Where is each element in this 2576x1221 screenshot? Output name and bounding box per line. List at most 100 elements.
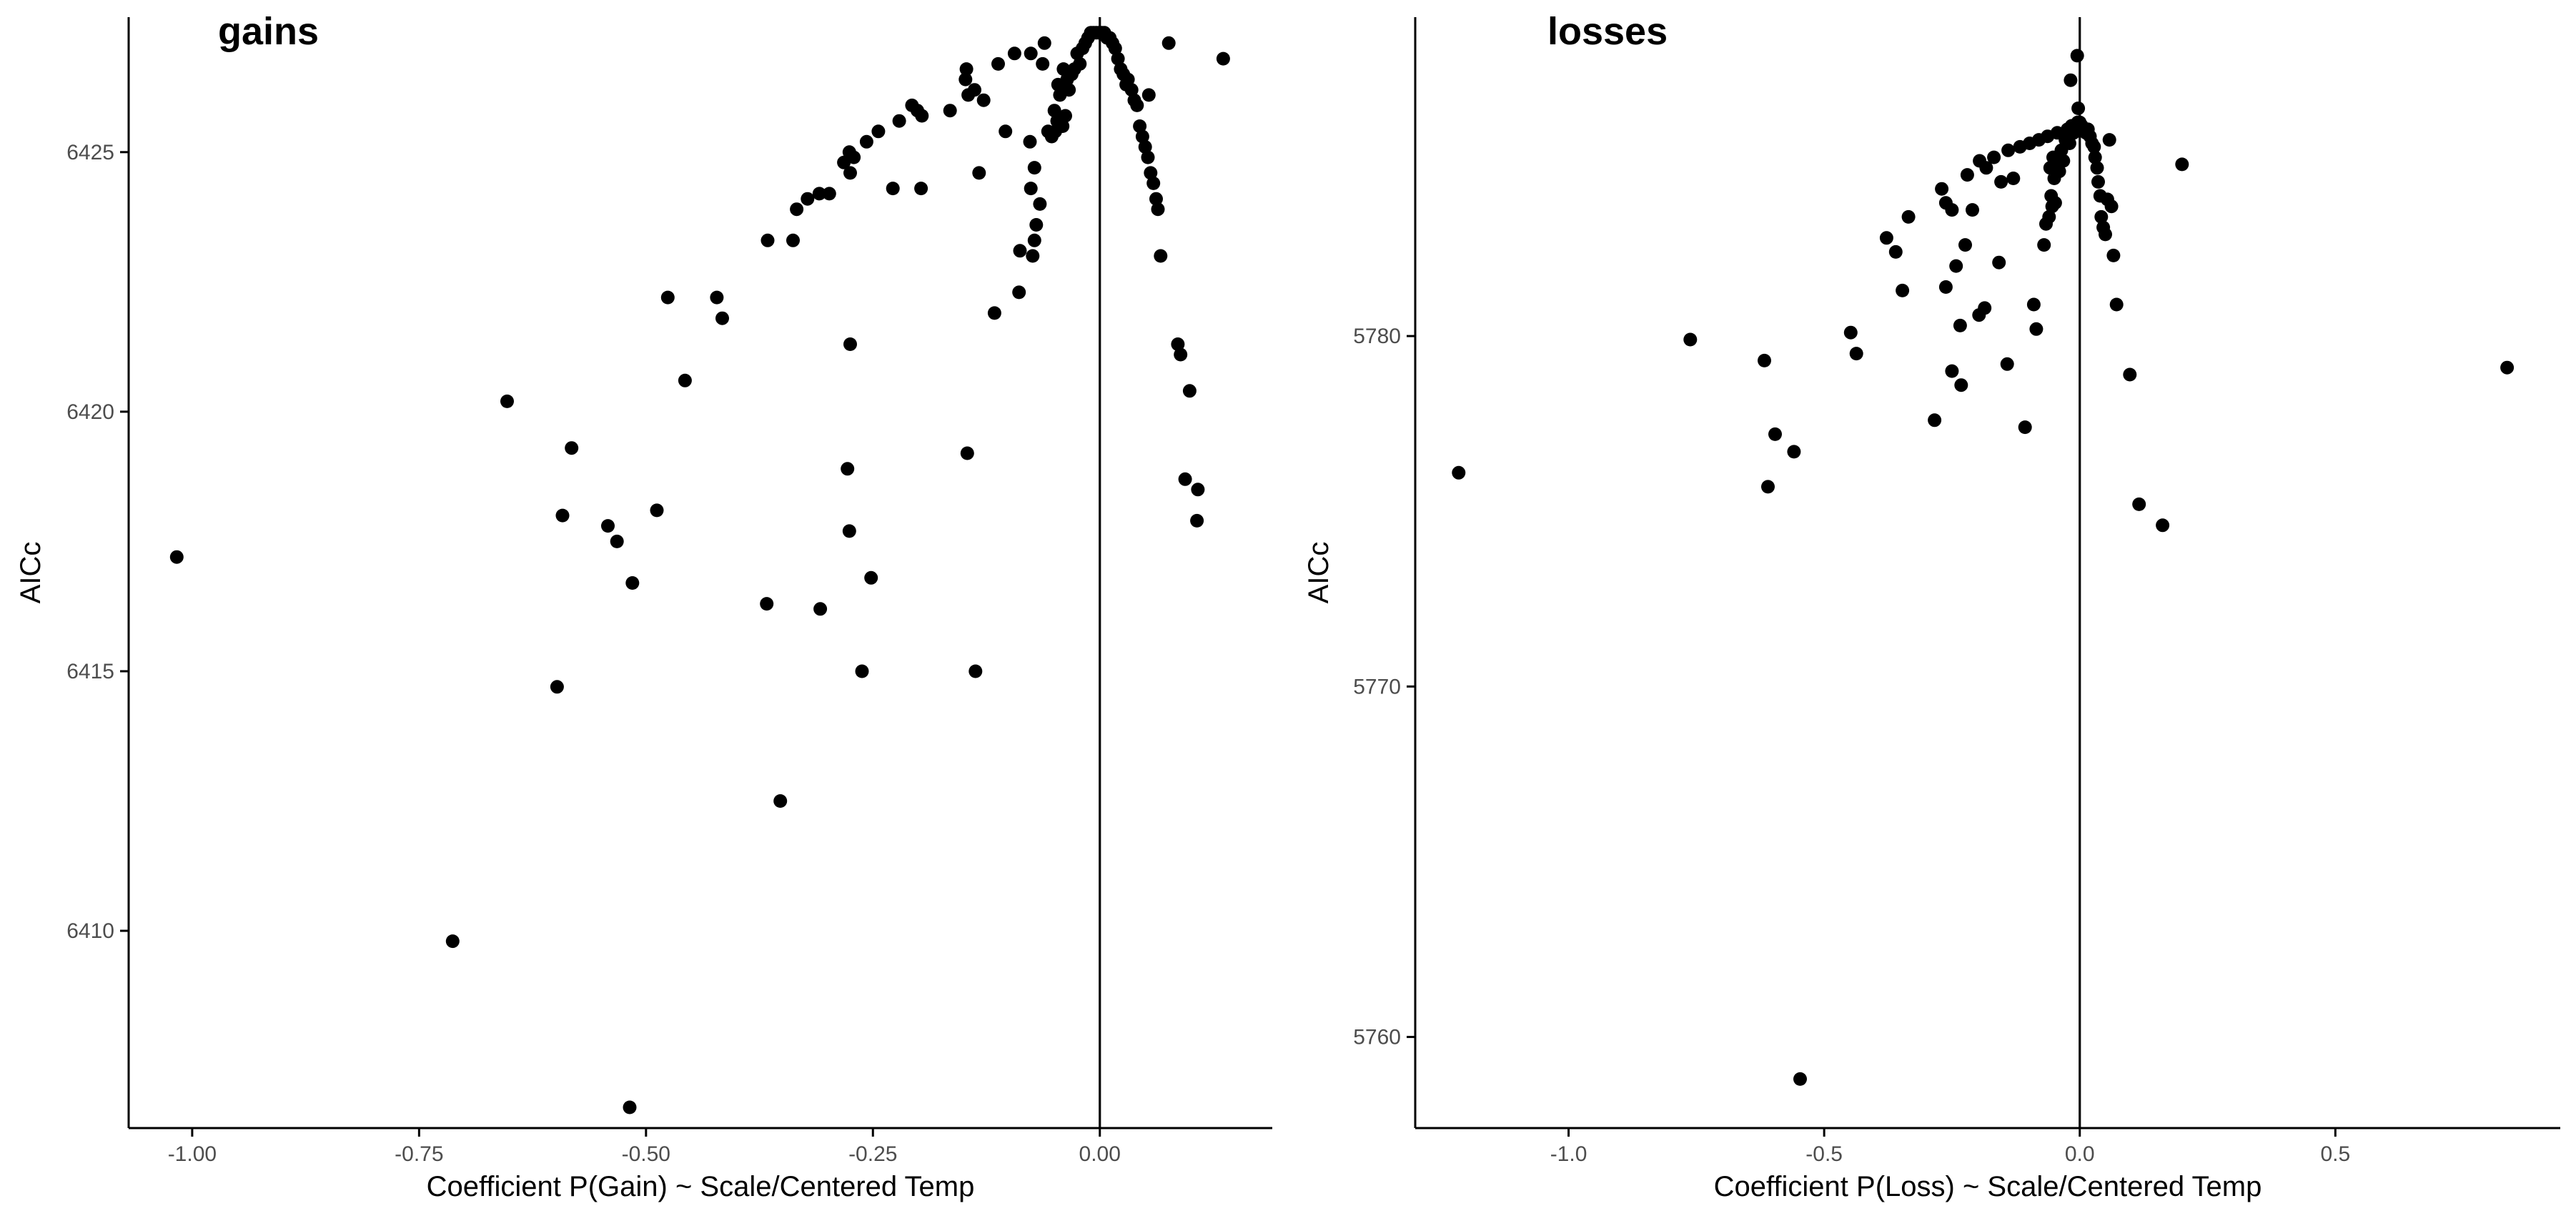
losses-point-3 <box>1768 427 1782 441</box>
gains-point-113 <box>1161 36 1176 50</box>
gains-point-111 <box>1154 249 1168 263</box>
gains-x-axis-title: Coefficient P(Gain) ~ Scale/Centered Tem… <box>427 1171 975 1202</box>
gains-point-109 <box>1149 192 1163 206</box>
gains-point-27 <box>855 664 869 678</box>
losses-point-89 <box>2175 157 2189 172</box>
gains-point-11 <box>660 290 675 305</box>
gains-point-40 <box>914 182 928 196</box>
gains-point-100 <box>1124 83 1139 97</box>
gains-point-4 <box>565 441 579 455</box>
gains-point-103 <box>1133 119 1147 133</box>
gains-point-31 <box>847 150 861 164</box>
gains-point-55 <box>1013 244 1027 258</box>
losses-point-6 <box>1793 1072 1807 1086</box>
gains-point-28 <box>864 570 878 585</box>
gains-x-tick-label-1: -0.75 <box>395 1142 443 1166</box>
gains-point-115 <box>1174 347 1188 362</box>
gains-point-52 <box>991 56 1005 71</box>
gains-point-49 <box>969 664 983 678</box>
gains-point-53 <box>1007 46 1021 61</box>
gains-point-33 <box>859 134 873 149</box>
gains-point-116 <box>1182 384 1197 398</box>
gains-y-axis-title: AICc <box>15 542 46 604</box>
losses-y-tick-label-2: 5780 <box>1353 325 1401 348</box>
gains-point-24 <box>841 462 855 476</box>
losses-point-38 <box>2026 297 2041 312</box>
losses-y-tick-label-0: 5760 <box>1353 1026 1401 1049</box>
gains-point-59 <box>1026 249 1040 263</box>
gains-point-56 <box>1024 46 1038 61</box>
losses-point-13 <box>1928 413 1942 427</box>
losses-point-44 <box>2042 209 2056 224</box>
gains-point-61 <box>1029 218 1044 232</box>
gains-point-26 <box>843 337 857 351</box>
gains-point-81 <box>1073 56 1087 71</box>
gains-point-57 <box>1023 134 1037 149</box>
losses-point-30 <box>1992 255 2006 270</box>
gains-point-119 <box>1190 513 1204 528</box>
gains-point-42 <box>958 72 973 86</box>
gains-point-112 <box>1141 88 1156 102</box>
gains-point-44 <box>959 62 974 76</box>
gains-point-15 <box>760 597 774 611</box>
losses-point-20 <box>1953 318 1967 332</box>
losses-point-4 <box>1761 480 1775 494</box>
gains-point-5 <box>555 508 570 523</box>
losses-point-84 <box>2106 248 2121 262</box>
losses-point-19 <box>1949 259 1963 273</box>
gains-point-65 <box>1037 36 1051 50</box>
gains-x-tick-label-0: -1.00 <box>168 1142 217 1166</box>
gains-point-9 <box>650 503 664 518</box>
losses-point-41 <box>2037 238 2051 252</box>
gains-point-34 <box>871 124 886 139</box>
losses-point-2 <box>1758 353 1771 367</box>
losses-point-24 <box>1966 203 1979 217</box>
gains-point-21 <box>812 187 826 201</box>
losses-x-tick-label-2: 0.0 <box>2065 1142 2095 1166</box>
losses-point-83 <box>2104 199 2119 214</box>
losses-point-50 <box>2048 196 2062 210</box>
losses-x-tick-label-0: -1.0 <box>1550 1142 1587 1166</box>
gains-point-102 <box>1130 98 1144 112</box>
losses-point-11 <box>1896 283 1910 297</box>
losses-point-14 <box>1935 182 1949 196</box>
gains-panel-title: gains <box>218 10 319 53</box>
gains-y-tick-label-3: 6425 <box>66 141 114 164</box>
losses-point-18 <box>1945 364 1959 378</box>
gains-x-tick-label-4: 0.00 <box>1079 1142 1121 1166</box>
gains-point-35 <box>886 182 900 196</box>
gains-y-tick-label-0: 6410 <box>66 919 114 943</box>
losses-point-1 <box>1683 332 1698 347</box>
gains-point-18 <box>786 233 800 247</box>
gains-point-17 <box>761 233 775 247</box>
losses-point-0 <box>1452 465 1466 480</box>
losses-point-90 <box>2500 360 2515 375</box>
gains-point-36 <box>892 114 906 128</box>
losses-point-34 <box>2006 172 2021 185</box>
losses-point-74 <box>2088 150 2102 164</box>
gains-point-16 <box>773 794 788 808</box>
gains-point-12 <box>678 373 692 387</box>
gains-point-120 <box>1216 51 1230 66</box>
losses-point-8 <box>1849 347 1863 361</box>
losses-point-16 <box>1938 280 1953 294</box>
losses-x-tick-label-1: -0.5 <box>1805 1142 1843 1166</box>
losses-point-9 <box>1879 231 1893 245</box>
losses-point-88 <box>2156 518 2170 533</box>
gains-point-20 <box>801 192 815 206</box>
losses-point-73 <box>2087 139 2101 154</box>
losses-point-36 <box>2018 420 2032 435</box>
losses-y-axis-title: AICc <box>1303 542 1334 604</box>
gains-point-104 <box>1135 129 1149 144</box>
gains-point-10 <box>550 680 564 694</box>
losses-point-17 <box>1945 203 1959 217</box>
losses-point-58 <box>2062 137 2076 150</box>
losses-point-65 <box>2071 102 2086 115</box>
losses-point-21 <box>1954 378 1968 392</box>
gains-point-3 <box>500 394 514 408</box>
gains-point-105 <box>1138 140 1152 154</box>
losses-point-10 <box>1888 244 1903 259</box>
losses-point-12 <box>1901 209 1916 224</box>
gains-x-tick-label-2: -0.50 <box>622 1142 670 1166</box>
